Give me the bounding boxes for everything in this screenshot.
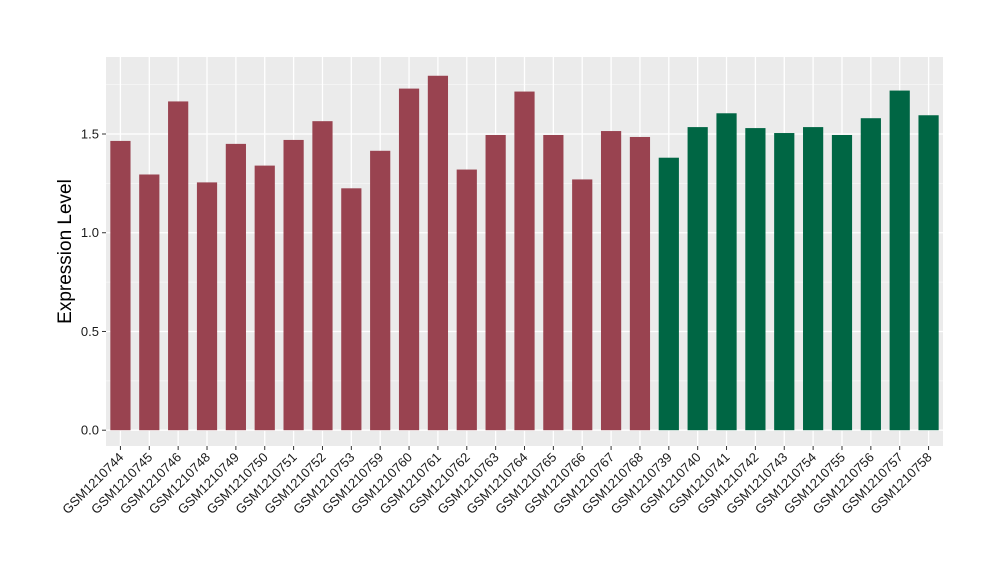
- bar-gsm1210761: [427, 75, 449, 431]
- bars: [110, 75, 939, 431]
- bar-gsm1210764: [514, 91, 535, 431]
- bar-gsm1210766: [572, 179, 593, 431]
- bar-gsm1210753: [341, 188, 362, 431]
- y-tick-label: 0.0: [81, 423, 99, 438]
- bar-gsm1210752: [312, 121, 333, 431]
- y-tick-label: 1.0: [81, 225, 99, 240]
- bar-gsm1210768: [629, 136, 651, 431]
- bar-gsm1210741: [716, 113, 737, 431]
- bar-gsm1210754: [803, 127, 824, 431]
- y-axis-title: Expression Level: [55, 179, 76, 324]
- bar-gsm1210739: [658, 157, 679, 431]
- bar-gsm1210743: [774, 133, 795, 431]
- bar-gsm1210744: [110, 140, 131, 431]
- bar-gsm1210750: [254, 165, 275, 431]
- bar-gsm1210746: [168, 101, 189, 431]
- y-tick-label: 0.5: [81, 324, 99, 339]
- bar-gsm1210742: [745, 128, 766, 431]
- bar-gsm1210763: [485, 134, 506, 431]
- bar-gsm1210758: [918, 115, 939, 431]
- bar-gsm1210760: [398, 88, 420, 431]
- bar-gsm1210748: [196, 182, 218, 431]
- bar-gsm1210756: [860, 118, 881, 431]
- bar-gsm1210759: [370, 150, 391, 431]
- bar-gsm1210765: [543, 134, 564, 431]
- bar-gsm1210767: [600, 131, 622, 431]
- bar-gsm1210757: [889, 90, 910, 431]
- bar-gsm1210755: [831, 134, 853, 431]
- bar-gsm1210745: [139, 174, 160, 431]
- bar-gsm1210762: [456, 169, 477, 431]
- bar-gsm1210751: [283, 139, 304, 431]
- bar-gsm1210749: [225, 143, 246, 431]
- bar-gsm1210740: [687, 127, 708, 431]
- y-tick-label: 1.5: [81, 127, 99, 142]
